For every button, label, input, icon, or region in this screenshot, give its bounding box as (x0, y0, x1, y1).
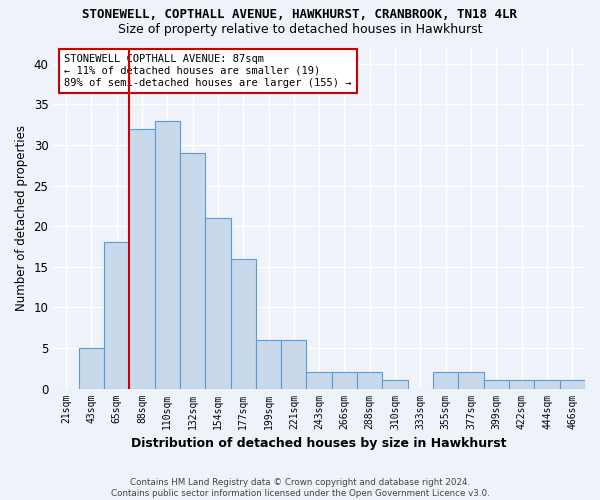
Text: Contains HM Land Registry data © Crown copyright and database right 2024.
Contai: Contains HM Land Registry data © Crown c… (110, 478, 490, 498)
Bar (332, 372, 357, 388)
Text: Size of property relative to detached houses in Hawkhurst: Size of property relative to detached ho… (118, 22, 482, 36)
Bar (509, 380, 535, 388)
Bar (458, 372, 484, 388)
Bar (535, 380, 560, 388)
Bar (205, 218, 230, 388)
Bar (180, 153, 205, 388)
Bar (230, 258, 256, 388)
Bar (256, 340, 281, 388)
Text: STONEWELL, COPTHALL AVENUE, HAWKHURST, CRANBROOK, TN18 4LR: STONEWELL, COPTHALL AVENUE, HAWKHURST, C… (83, 8, 517, 20)
Bar (560, 380, 585, 388)
Bar (129, 128, 155, 388)
Bar (281, 340, 307, 388)
Bar (155, 120, 180, 388)
X-axis label: Distribution of detached houses by size in Hawkhurst: Distribution of detached houses by size … (131, 437, 507, 450)
Bar (382, 380, 408, 388)
Bar (484, 380, 509, 388)
Bar (307, 372, 332, 388)
Bar (357, 372, 382, 388)
Bar (79, 348, 104, 389)
Bar (433, 372, 458, 388)
Bar (104, 242, 129, 388)
Text: STONEWELL COPTHALL AVENUE: 87sqm
← 11% of detached houses are smaller (19)
89% o: STONEWELL COPTHALL AVENUE: 87sqm ← 11% o… (64, 54, 352, 88)
Y-axis label: Number of detached properties: Number of detached properties (15, 125, 28, 311)
